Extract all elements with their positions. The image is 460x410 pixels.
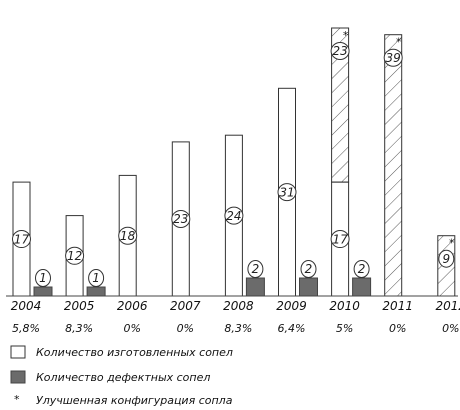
value-label-improved-2010: 23 xyxy=(330,42,350,60)
improved-marker-2011: * xyxy=(396,36,402,49)
value-label-text: 23 xyxy=(173,212,188,226)
legend-label-defective: Количество дефектных сопел xyxy=(36,371,210,384)
legend-label-manufactured: Количество изготовленных сопел xyxy=(36,346,233,359)
value-label-defective-2009: 2 xyxy=(300,260,317,278)
legend-improved-marker: * xyxy=(14,393,20,406)
bar-defective-2010 xyxy=(352,277,372,297)
defect-percent-2008: 8,3% xyxy=(224,322,252,335)
value-label-manufactured-2007: 23 xyxy=(171,209,191,228)
x-tick-2006: 2006 xyxy=(117,299,148,313)
value-label-text: 17 xyxy=(14,232,30,246)
bar-defective-2004 xyxy=(33,286,53,297)
value-label-manufactured-2006: 18 xyxy=(118,226,138,245)
value-label-text: 1 xyxy=(39,271,47,285)
value-label-improved-2011: 39 xyxy=(383,48,403,67)
value-label-text: 39 xyxy=(386,51,401,65)
value-label-defective-2005: 1 xyxy=(88,269,105,287)
defect-percent-labels: 5,8% 8,3% 0% 0% 8,3% 6,4% 5% 0% 0% xyxy=(12,322,460,335)
value-label-text: 18 xyxy=(120,229,136,243)
value-label-text: 12 xyxy=(67,249,82,263)
value-label-text: 23 xyxy=(332,44,347,58)
legend-swatch-defective xyxy=(10,370,26,384)
value-label-text: 2 xyxy=(358,262,366,276)
x-tick-2011: 2011 xyxy=(382,299,413,313)
x-tick-2009: 2009 xyxy=(276,299,307,313)
bar-defective-2009 xyxy=(299,277,318,297)
legend: Количество изготовленных сопел Количеств… xyxy=(10,345,233,407)
x-tick-2012: 2012 xyxy=(436,299,460,313)
bar-defective-2005 xyxy=(86,286,106,297)
value-label-improved-2012: 9 xyxy=(438,249,455,268)
value-label-manufactured-2010: 17 xyxy=(330,230,350,249)
value-labels-layer: 17 1 12 1 18 23 24 2 31 2 17 * 23 2 * 39 * 9 xyxy=(12,29,455,287)
bar-defective-2008 xyxy=(245,277,265,297)
value-label-manufactured-2008: 24 xyxy=(224,206,244,225)
value-label-text: 9 xyxy=(442,252,450,266)
bar-improved-2011 xyxy=(384,34,403,297)
value-label-manufactured-2004: 17 xyxy=(12,230,31,249)
value-label-defective-2004: 1 xyxy=(35,269,51,287)
x-tick-2005: 2005 xyxy=(64,299,95,313)
defect-percent-2011: 0% xyxy=(389,322,406,335)
x-tick-2007: 2007 xyxy=(170,299,201,313)
legend-label-improved: Улучшенная конфигурация сопла xyxy=(36,394,233,407)
value-label-manufactured-2009: 31 xyxy=(277,183,297,202)
defect-percent-2012: 0% xyxy=(442,322,459,335)
value-label-text: 1 xyxy=(92,271,100,285)
value-label-defective-2008: 2 xyxy=(247,260,264,278)
legend-swatch-manufactured xyxy=(10,345,26,359)
bar-improved-2010 xyxy=(331,27,350,183)
x-tick-2010: 2010 xyxy=(329,299,360,313)
defect-percent-2010: 5% xyxy=(336,322,353,335)
defect-percent-2004: 5,8% xyxy=(12,322,40,335)
improved-marker-2012: * xyxy=(449,237,455,250)
defect-percent-2007: 0% xyxy=(177,322,194,335)
defect-percent-2009: 6,4% xyxy=(278,322,306,335)
value-label-text: 31 xyxy=(279,185,294,199)
defect-percent-2005: 8,3% xyxy=(65,322,93,335)
x-tick-2008: 2008 xyxy=(223,299,254,313)
value-label-text: 17 xyxy=(332,232,348,246)
improved-marker-2010: * xyxy=(343,29,349,42)
defect-percent-2006: 0% xyxy=(123,322,140,335)
x-tick-labels: 2004 2005 2006 2007 2008 2009 2010 2011 2012 xyxy=(11,299,460,313)
value-label-text: 2 xyxy=(305,262,313,276)
value-label-manufactured-2005: 12 xyxy=(65,246,85,265)
x-tick-2004: 2004 xyxy=(11,299,42,313)
value-label-text: 2 xyxy=(252,262,260,276)
value-label-defective-2010: 2 xyxy=(353,260,370,278)
value-label-text: 24 xyxy=(226,209,241,223)
